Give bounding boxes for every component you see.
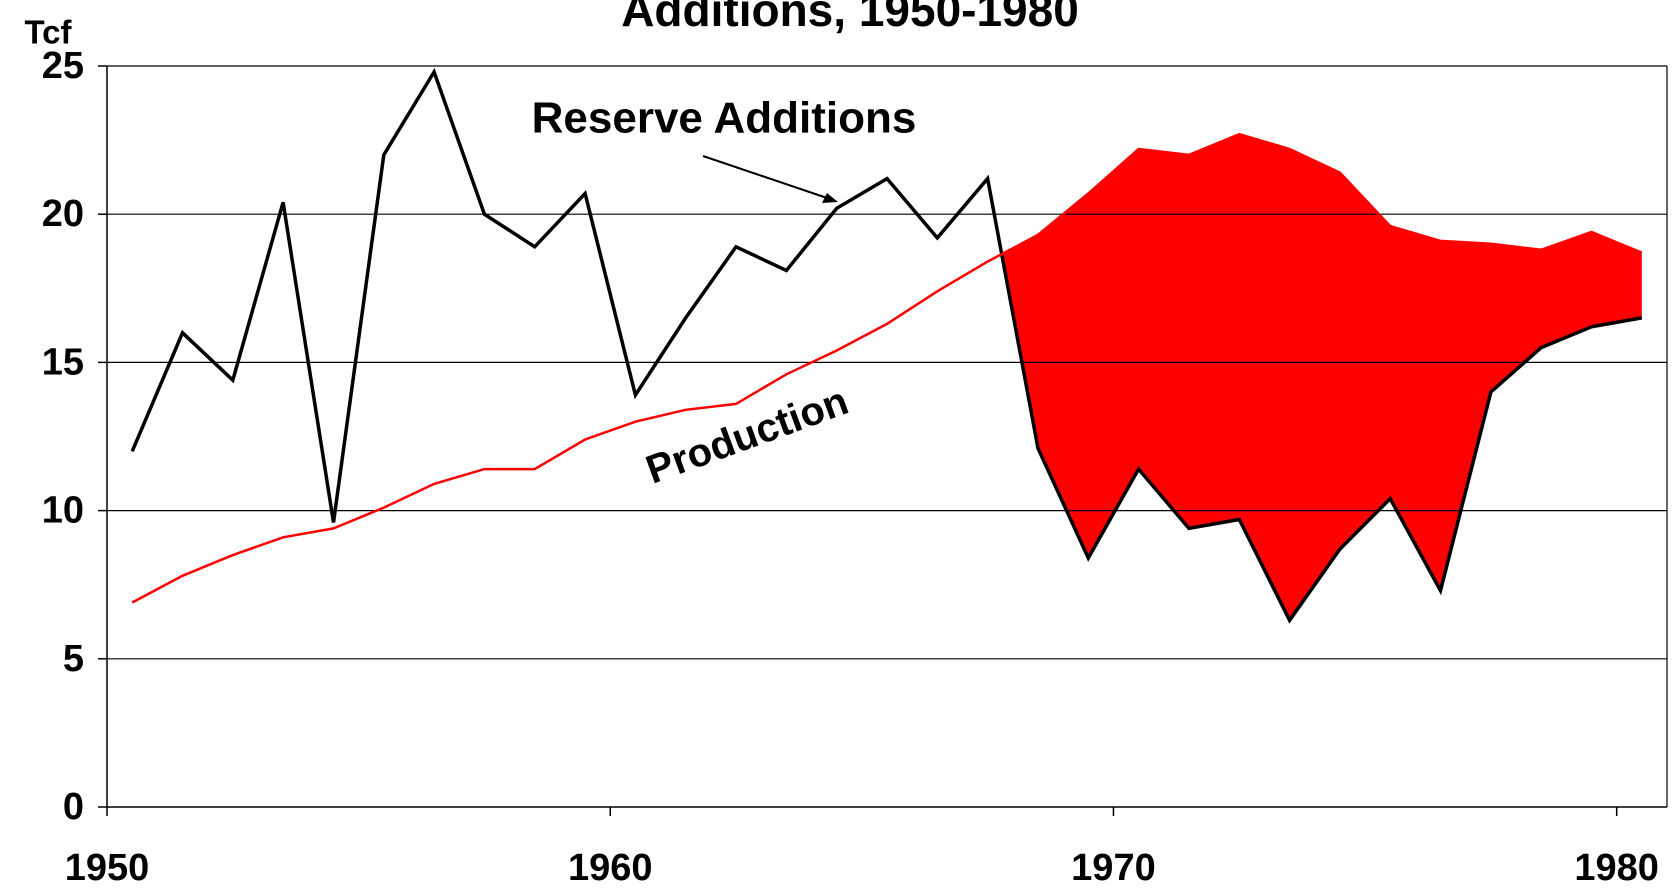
y-axis-label: Tcf	[24, 14, 72, 51]
x-tick-label: 1950	[65, 847, 150, 889]
series-line	[130, 67, 1643, 624]
x-tick-label: 1980	[1574, 847, 1659, 889]
y-tick-label: 10	[42, 490, 84, 532]
y-tick-label: 15	[42, 341, 84, 383]
x-tick-label: 1970	[1071, 847, 1156, 889]
series-annotation: Reserve Additions	[532, 94, 917, 143]
arrow-head	[822, 193, 838, 203]
y-tick-label: 20	[42, 193, 84, 235]
x-tick-label: 1960	[568, 847, 653, 889]
chart-title: Additions, 1950-1980	[621, 0, 1079, 36]
gap-area	[1001, 134, 1642, 621]
y-tick-label: 25	[42, 45, 84, 87]
y-tick-label: 5	[63, 638, 84, 680]
series-line	[131, 132, 1643, 604]
y-tick-label: 0	[63, 786, 84, 828]
annotation-arrow	[702, 155, 831, 200]
